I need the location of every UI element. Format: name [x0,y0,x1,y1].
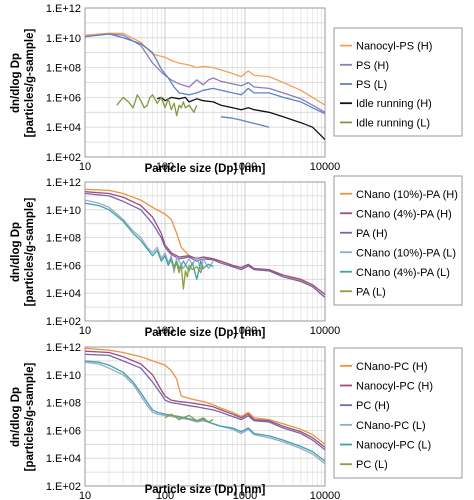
x-tick-label: 100 [156,325,174,337]
series-line [85,33,325,115]
y-tick-label: 1.E+06 [46,260,81,272]
y-tick-label: 1.E+10 [46,33,81,45]
x-axis-label: Particle size (Dp) [nm] [145,327,266,339]
x-tick-label: 10 [79,161,91,173]
legend-entry: Nanocyl-PC (H) [356,381,433,393]
series-line [85,192,325,298]
y-axis-label-line1: dn/dlog Dp [10,53,22,113]
legend-entry: CNano-PC (H) [356,361,428,373]
series-line [85,202,214,280]
y-tick-label: 1.E+04 [46,453,81,465]
y-tick-label: 1.E+08 [46,63,81,75]
x-tick-label: 10000 [310,490,341,500]
y-tick-label: 1.E+06 [46,92,81,104]
plot-area [84,7,326,158]
x-tick-label: 10000 [310,161,341,173]
legend-box [333,27,463,137]
series-line [85,33,325,113]
series-line [116,94,198,117]
plot-area [84,181,326,322]
y-axis-label: dn/dlog Dp [particles/g-sample] [10,29,36,138]
chart-panel-3: 1.E+02 1.E+04 1.E+06 1.E+08 1.E+10 1.E+12 10 10… [10,342,463,500]
y-tick-label: 1.E+02 [46,316,81,328]
y-axis-label-line2: [particles/g-sample] [24,29,36,138]
y-tick-label: 1.E+02 [46,481,81,493]
y-tick-label: 1.E+10 [46,370,81,382]
x-axis-label: Particle size (Dp) [nm] [145,484,266,496]
series-line [170,260,204,290]
legend-entry: PC (H) [356,400,390,412]
y-tick-label: 1.E+06 [46,425,81,437]
series-line [85,361,325,465]
legend: Nanocyl-PS (H) PS (H) PS (L) Idle running (… [333,27,463,137]
legend: CNano (10%)-PA (H) CNano (4%)-PA (H) PA (H… [333,175,463,306]
y-axis-label-line1: dn/dlog Dp [10,222,22,282]
series-line [85,347,325,445]
y-axis-label: dn/dlog Dp [particles/g-sample] [10,363,36,472]
y-axis-label-line2: [particles/g-sample] [24,363,36,472]
chart-panel-1: 1.E+02 1.E+04 1.E+06 1.E+08 1.E+10 1.E+12 10 10… [10,3,463,175]
x-tick-label: 100 [156,161,174,173]
series-line [85,191,325,296]
y-tick-label: 1.E+02 [46,152,81,164]
series-line [85,350,325,448]
legend-entry: CNano (10%)-PA (H) [356,189,458,201]
series-line [85,199,214,274]
legend-box [333,175,463,306]
plot-area [84,346,326,487]
series-line [85,353,325,451]
legend-entry: CNano (4%)-PA (H) [356,208,452,220]
y-axis-label: dn/dlog Dp [particles/g-sample] [10,198,36,307]
legend-entry: CNano (10%)-PA (L) [356,247,456,259]
y-tick-label: 1.E+04 [46,288,81,300]
x-axis-label: Particle size (Dp) [nm] [145,163,266,175]
legend-entry: CNano-PC (L) [356,420,426,432]
legend-entry: Nanocyl-PS (H) [356,41,432,53]
legend-entry: Nanocyl-PC (L) [356,440,431,452]
legend-box [333,347,463,479]
x-tick-label: 10 [79,490,91,500]
x-tick-label: 10000 [310,325,341,337]
series-line [85,360,325,462]
y-tick-label: 1.E+10 [46,205,81,217]
y-axis-label-line2: [particles/g-sample] [24,198,36,307]
y-axis-label-line1: dn/dlog Dp [10,387,22,447]
y-tick-label: 1.E+08 [46,398,81,410]
series-line [164,413,214,423]
legend-entry: CNano (4%)-PA (L) [356,267,450,279]
y-tick-label: 1.E+08 [46,233,81,245]
x-tick-label: 100 [156,490,174,500]
x-tick-label: 10 [79,325,91,337]
x-tick-label: 1000 [233,325,257,337]
legend-entry: Idle running (H) [356,98,432,110]
series-line [220,116,270,128]
legend-entry: PA (L) [356,286,386,298]
legend-entry: PS (H) [356,60,389,72]
legend-entry: PC (L) [356,459,388,471]
y-tick-label: 1.E+04 [46,122,81,134]
series-line [85,188,325,298]
y-tick-label: 1.E+12 [46,177,81,189]
legend-entry: PA (H) [356,228,388,240]
legend: CNano-PC (H) Nanocyl-PC (H) PC (H) CNano-PC… [333,347,463,479]
series-line [156,96,325,140]
legend-entry: PS (L) [356,79,387,91]
y-tick-label: 1.E+12 [46,342,81,354]
legend-entry: Idle running (L) [356,117,430,129]
x-tick-label: 1000 [233,490,257,500]
x-tick-label: 1000 [233,161,257,173]
y-tick-label: 1.E+12 [46,3,81,15]
chart-panel-2: 1.E+02 1.E+04 1.E+06 1.E+08 1.E+10 1.E+12 10 10… [10,175,463,339]
